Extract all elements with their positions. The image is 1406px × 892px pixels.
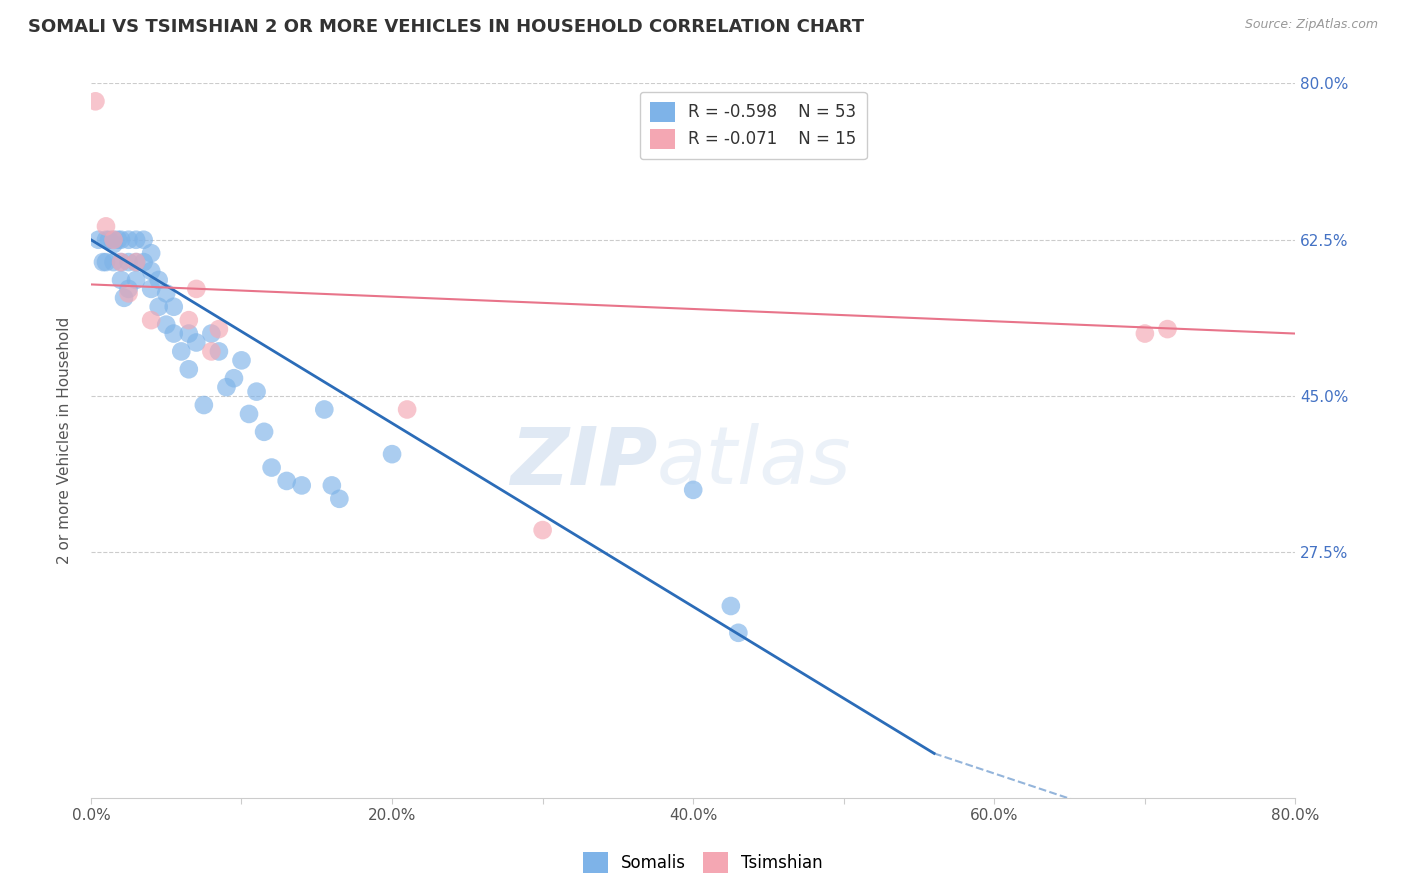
Point (531, 523, 554, 537)
Point (253, 425, 276, 439)
Point (170, 344, 193, 359)
Point (110, 255, 132, 269)
Point (117, 255, 139, 269)
Point (117, 233, 139, 247)
Point (94, 255, 117, 269)
Point (177, 362, 200, 376)
Point (103, 237, 125, 252)
Point (260, 460, 283, 475)
Point (141, 264, 163, 278)
Legend: Somalis, Tsimshian: Somalis, Tsimshian (576, 846, 830, 880)
Point (94, 233, 117, 247)
Point (117, 286, 139, 301)
Point (1133, 326, 1156, 341)
Point (91, 255, 114, 269)
Point (103, 233, 125, 247)
Point (314, 402, 336, 417)
Point (163, 326, 186, 341)
Point (132, 255, 155, 269)
Point (98, 233, 121, 247)
Point (328, 491, 350, 506)
Text: SOMALI VS TSIMSHIAN 2 OR MORE VEHICLES IN HOUSEHOLD CORRELATION CHART: SOMALI VS TSIMSHIAN 2 OR MORE VEHICLES I… (28, 18, 865, 36)
Point (148, 300, 170, 314)
Text: Source: ZipAtlas.com: Source: ZipAtlas.com (1244, 18, 1378, 31)
Point (381, 447, 404, 461)
Legend: R = -0.598    N = 53, R = -0.071    N = 15: R = -0.598 N = 53, R = -0.071 N = 15 (640, 92, 866, 159)
Point (110, 255, 132, 269)
Point (231, 353, 253, 368)
Point (720, 599, 742, 613)
Point (103, 233, 125, 247)
Point (148, 273, 170, 287)
Point (141, 282, 163, 296)
Point (117, 282, 139, 296)
Point (245, 384, 267, 399)
Point (132, 233, 155, 247)
Point (141, 246, 163, 260)
Text: ZIP: ZIP (510, 423, 657, 501)
Point (291, 478, 314, 492)
Point (186, 335, 208, 350)
Point (276, 474, 298, 488)
Point (103, 255, 125, 269)
Point (107, 233, 129, 247)
Point (321, 478, 343, 492)
Point (84, 95, 107, 109)
Point (155, 286, 177, 301)
Point (200, 326, 222, 341)
Point (200, 344, 222, 359)
Point (125, 255, 148, 269)
Point (396, 402, 419, 417)
Text: atlas: atlas (657, 423, 852, 501)
Point (125, 233, 148, 247)
Point (177, 326, 200, 341)
Point (141, 313, 163, 327)
Point (1156, 322, 1178, 336)
Point (193, 398, 215, 412)
Point (186, 282, 208, 296)
Point (682, 483, 704, 497)
Point (208, 322, 231, 336)
Point (112, 291, 135, 305)
Point (177, 313, 200, 327)
Point (110, 273, 132, 287)
Y-axis label: 2 or more Vehicles in Household: 2 or more Vehicles in Household (58, 318, 72, 565)
Point (163, 300, 186, 314)
Point (94, 219, 117, 234)
Point (155, 318, 177, 332)
Point (222, 371, 245, 385)
Point (238, 407, 260, 421)
Point (87, 233, 110, 247)
Point (215, 380, 238, 394)
Point (208, 344, 231, 359)
Point (125, 255, 148, 269)
Point (125, 273, 148, 287)
Point (727, 625, 749, 640)
Point (110, 233, 132, 247)
